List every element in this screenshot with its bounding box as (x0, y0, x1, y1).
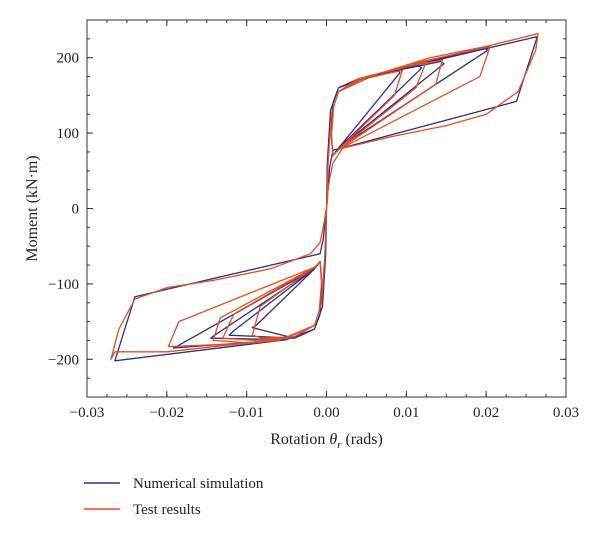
legend-label-test-results: Test results (133, 502, 201, 518)
legend: Numerical simulation Test results (84, 476, 264, 518)
legend-label-numerical-simulation: Numerical simulation (133, 476, 264, 492)
x-tick-label: 0.02 (473, 405, 499, 421)
x-axis-title-subscript: r (337, 439, 342, 451)
y-tick-label: 0 (72, 202, 80, 218)
series-layer (110, 32, 539, 362)
tick-layer (86, 19, 567, 398)
x-tick-label: 0.01 (393, 405, 419, 421)
x-axis-title-prefix: Rotation (270, 431, 329, 448)
x-tick-label: 0.00 (313, 405, 339, 421)
x-tick-label: −0.03 (70, 405, 105, 421)
y-axis-title: Moment (kN·m) (24, 155, 41, 261)
x-axis-title-symbol: θ (329, 431, 337, 448)
x-axis-title: Rotation θr (rads) (270, 431, 383, 451)
x-tick-label: −0.01 (229, 405, 264, 421)
y-tick-label: 200 (57, 51, 80, 67)
x-axis-title-suffix: (rads) (341, 431, 382, 448)
y-tick-label: −200 (48, 352, 79, 368)
x-tick-label: 0.03 (553, 405, 579, 421)
x-tick-label: −0.02 (149, 405, 184, 421)
series-line-numerical-simulation (114, 35, 538, 362)
y-tick-label: 100 (57, 126, 80, 142)
y-tick-label: −100 (48, 277, 79, 293)
series-line-test-results (110, 32, 539, 360)
tick-label-layer: −0.03 −0.02 −0.01 0.00 0.01 0.02 0.03 −200 −100 0… (48, 51, 579, 421)
